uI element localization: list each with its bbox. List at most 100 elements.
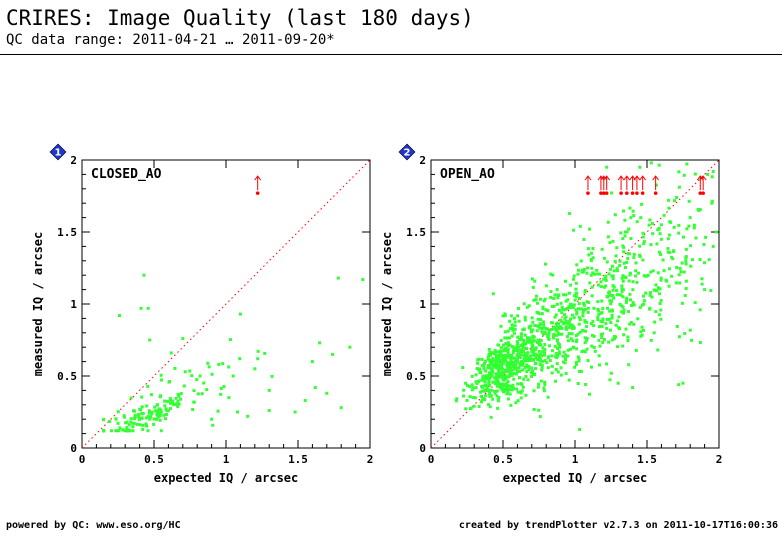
data-point [495,375,499,379]
data-point [558,332,562,336]
data-point [580,268,584,272]
outlier-marker [597,175,605,195]
data-point [525,347,529,351]
data-point [501,357,505,361]
data-point [710,201,714,205]
data-point [318,341,322,345]
data-point [520,389,524,393]
data-point [165,412,169,416]
y-tick-label: 1.5 [406,226,426,239]
data-point [562,313,566,317]
data-point [465,383,469,387]
data-point [598,344,602,348]
data-point [644,274,648,278]
data-point [711,170,715,174]
data-point [348,345,352,349]
data-point [531,347,535,351]
data-point [481,385,485,389]
data-point [142,273,146,277]
data-point [480,378,484,382]
data-point [599,333,603,337]
data-point [560,311,564,315]
data-point [493,382,497,386]
data-point [484,394,488,398]
data-point [610,308,614,312]
data-point [503,388,507,392]
data-point [574,281,578,285]
data-point [493,376,497,380]
data-point [626,338,630,342]
data-point [632,303,636,307]
data-point [543,297,547,301]
data-point [605,362,609,366]
data-point [145,404,149,408]
data-point [604,276,608,280]
data-point [176,392,180,396]
data-point [559,301,563,305]
data-point [514,357,518,361]
data-point [548,359,552,363]
data-point [515,387,519,391]
data-point [526,339,530,343]
data-point [639,334,643,338]
data-point [586,359,590,363]
data-point [496,382,500,386]
data-point [499,339,503,343]
data-point [182,384,186,388]
y-axis-label: measured IQ / arcsec [380,232,394,377]
data-point [547,329,551,333]
data-point [572,228,576,232]
data-point [490,374,494,378]
data-point [537,349,541,353]
data-point [601,307,605,311]
data-point [588,281,592,285]
data-point [575,338,579,342]
data-point [540,368,544,372]
data-point [693,172,697,176]
data-point [607,290,611,294]
data-point [525,336,529,340]
data-point [574,287,578,291]
data-point [516,399,520,403]
data-point [647,223,651,227]
data-point [471,396,475,400]
data-points [102,273,365,433]
data-point [222,385,226,389]
data-point [621,288,625,292]
data-point [514,401,518,405]
data-point [543,348,547,352]
outlier-marker [603,175,611,195]
data-point [608,378,612,382]
data-point [587,227,591,231]
data-point [518,363,522,367]
data-point [584,329,588,333]
data-point [479,390,483,394]
data-point [714,230,718,234]
data-point [632,214,636,218]
data-point [649,338,653,342]
data-point [640,325,644,329]
data-point [553,315,557,319]
data-point [638,254,642,258]
data-point [140,412,144,416]
data-point [628,298,632,302]
data-point [624,276,628,280]
data-point [125,420,129,424]
data-point [659,299,663,303]
data-point [501,314,505,318]
data-point [139,306,143,310]
data-point [539,343,543,347]
data-point [568,283,572,287]
data-point [685,162,689,166]
data-point [596,283,600,287]
footer-powered-by: powered by QC: www.eso.org/HC [6,520,181,531]
data-point [508,371,512,375]
data-point [665,279,669,283]
data-point [487,403,491,407]
data-point [474,386,478,390]
panel-label: CLOSED_AO [91,167,162,182]
data-point [543,353,547,357]
data-point [577,359,581,363]
data-point [629,216,633,220]
data-point [518,355,522,359]
